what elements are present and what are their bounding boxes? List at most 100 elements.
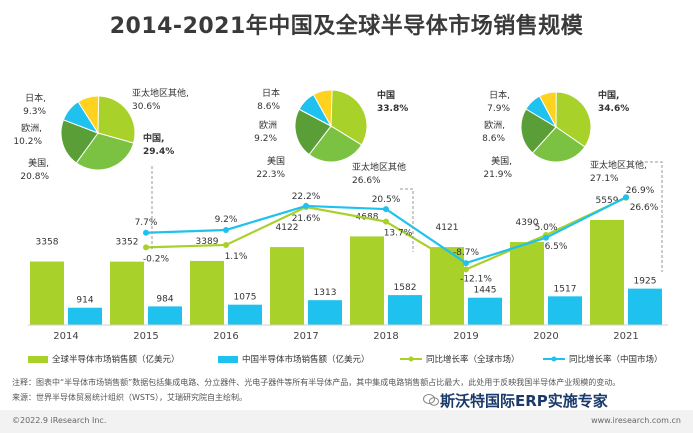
global-sales-label: 4390 bbox=[516, 218, 539, 228]
china-growth-point bbox=[623, 194, 629, 201]
global-growth-point bbox=[463, 266, 469, 273]
legend-label-china-line: 同比增长率（中国市场） bbox=[569, 355, 663, 365]
legend-line-china-icon bbox=[543, 356, 565, 362]
pie-slice bbox=[531, 126, 586, 163]
china-sales-bar bbox=[548, 296, 582, 325]
pie-slice-name: 美国, bbox=[28, 157, 49, 169]
china-growth-point bbox=[543, 234, 549, 241]
global-sales-label: 4121 bbox=[436, 223, 459, 233]
pie-slice bbox=[555, 91, 592, 148]
x-tick-label: 2017 bbox=[293, 331, 318, 342]
pie-slice-value: 26.6% bbox=[352, 176, 381, 186]
pie-slice bbox=[97, 95, 136, 144]
global-growth-point bbox=[383, 218, 389, 225]
china-sales-label: 1075 bbox=[234, 293, 257, 303]
pie-slice-value: 22.3% bbox=[256, 170, 285, 180]
china-sales-label: 1582 bbox=[394, 283, 417, 293]
china-sales-label: 1313 bbox=[314, 288, 337, 298]
china-growth-label: 26.9% bbox=[626, 186, 655, 196]
legend-line-global-icon bbox=[400, 356, 422, 362]
footer-bar bbox=[0, 410, 693, 433]
wechat-account: 斯沃特国际ERP实施专家 bbox=[440, 392, 608, 410]
pie-slice-value: 33.8% bbox=[377, 104, 408, 114]
china-sales-bar bbox=[308, 300, 342, 325]
global-sales-bar bbox=[350, 236, 384, 325]
pie-slice-value: 21.9% bbox=[483, 170, 512, 180]
china-sales-label: 914 bbox=[76, 296, 93, 306]
chart-source: 来源：世界半导体贸易统计组织（WSTS），艾瑞研究院自主绘制。 bbox=[12, 393, 247, 402]
chart-note: 注释：图表中“半导体市场销售额”数据包括集成电路、分立器件、光电子器件等所有半导… bbox=[12, 378, 621, 387]
pie-slice-name: 中国 bbox=[377, 89, 395, 101]
x-tick-label: 2021 bbox=[613, 331, 638, 342]
legend-label-china-bar: 中国半导体市场销售额（亿美元） bbox=[242, 355, 370, 365]
pie-slice-value: 8.6% bbox=[482, 134, 505, 144]
pie-slice-name: 美国 bbox=[267, 155, 285, 167]
china-growth-point bbox=[223, 226, 229, 233]
china-growth-point bbox=[143, 229, 149, 236]
china-sales-bar bbox=[468, 297, 502, 325]
global-growth-label: 26.6% bbox=[630, 203, 659, 213]
pie-slice-value: 10.2% bbox=[13, 137, 42, 147]
pie-slice-name: 中国, bbox=[143, 132, 164, 144]
global-sales-bar bbox=[30, 261, 64, 325]
pie-slice-name: 日本 bbox=[262, 87, 280, 99]
copyright-text: ©2022.9 iResearch Inc. bbox=[12, 416, 107, 425]
pie-slice-name: 亚太地区其他 bbox=[352, 161, 406, 173]
pie-connector bbox=[630, 161, 663, 272]
global-sales-label: 4122 bbox=[276, 223, 299, 233]
global-growth-label: -12.1% bbox=[460, 274, 492, 284]
legend-item-china-line: 同比增长率（中国市场） bbox=[543, 352, 663, 366]
chart-title: 2014-2021年中国及全球半导体市场销售规模 bbox=[109, 14, 584, 39]
website-text: www.iresearch.com.cn bbox=[591, 416, 681, 425]
pie-slice-value: 7.9% bbox=[487, 104, 510, 114]
global-sales-bar bbox=[190, 260, 224, 325]
pie-slice-value: 20.8% bbox=[20, 172, 49, 182]
china-sales-bar bbox=[388, 295, 422, 325]
x-tick-label: 2014 bbox=[53, 331, 78, 342]
china-sales-label: 984 bbox=[156, 294, 173, 304]
pie-slice-name: 欧洲 bbox=[259, 119, 277, 131]
global-growth-label: 1.1% bbox=[225, 252, 248, 262]
global-sales-bar bbox=[110, 261, 144, 325]
global-sales-label: 3352 bbox=[116, 238, 139, 248]
pie-slice bbox=[77, 95, 100, 135]
china-growth-label: 9.2% bbox=[215, 215, 238, 225]
legend-label-global-bar: 全球半导体市场销售额（亿美元） bbox=[52, 355, 180, 365]
x-tick-label: 2020 bbox=[533, 331, 558, 342]
global-growth-label: 13.7% bbox=[384, 229, 413, 239]
legend-item-global-bar: 全球半导体市场销售额（亿美元） bbox=[28, 352, 180, 366]
pie-slice bbox=[312, 89, 333, 128]
pie-slice-name: 亚太地区其他, bbox=[590, 159, 647, 171]
pie-slice-name: 日本, bbox=[25, 92, 46, 104]
pie-slice-value: 29.4% bbox=[143, 147, 174, 157]
global-sales-bar bbox=[270, 247, 304, 325]
chart-legend: 全球半导体市场销售额（亿美元） 中国半导体市场销售额（亿美元） 同比增长率（全球… bbox=[28, 352, 668, 366]
pie-slice bbox=[294, 108, 332, 156]
china-growth-label: 20.5% bbox=[372, 195, 401, 205]
china-growth-point bbox=[383, 206, 389, 213]
pie-slice-value: 27.1% bbox=[590, 174, 619, 184]
pie-slice bbox=[520, 108, 557, 154]
global-sales-bar bbox=[590, 219, 624, 325]
chart-canvas: 3358 914 2014 3352 984 2015 3389 1075 2016 4122 13… bbox=[13, 87, 668, 342]
legend-swatch-china-bar bbox=[218, 355, 238, 363]
pie-slice-name: 日本, bbox=[489, 89, 510, 101]
pie-slice-value: 9.2% bbox=[254, 134, 277, 144]
global-sales-label: 5559 bbox=[596, 196, 619, 206]
global-growth-point bbox=[223, 241, 229, 248]
global-sales-label: 3358 bbox=[36, 238, 59, 248]
china-sales-bar bbox=[68, 307, 102, 325]
global-growth-label: 21.6% bbox=[292, 214, 321, 224]
pie-slice-name: 中国, bbox=[598, 89, 619, 101]
pie-slice-name: 美国, bbox=[491, 155, 512, 167]
china-growth-label: -8.7% bbox=[453, 248, 480, 258]
x-tick-label: 2016 bbox=[213, 331, 238, 342]
china-sales-label: 1445 bbox=[474, 286, 497, 296]
china-sales-bar bbox=[628, 288, 662, 325]
china-sales-label: 1925 bbox=[634, 277, 657, 287]
legend-label-global-line: 同比增长率（全球市场） bbox=[426, 355, 520, 365]
pie-slice-value: 9.3% bbox=[23, 107, 46, 117]
legend-swatch-global-bar bbox=[28, 355, 48, 363]
china-sales-label: 1517 bbox=[554, 284, 577, 294]
china-growth-label: 22.2% bbox=[292, 192, 321, 202]
